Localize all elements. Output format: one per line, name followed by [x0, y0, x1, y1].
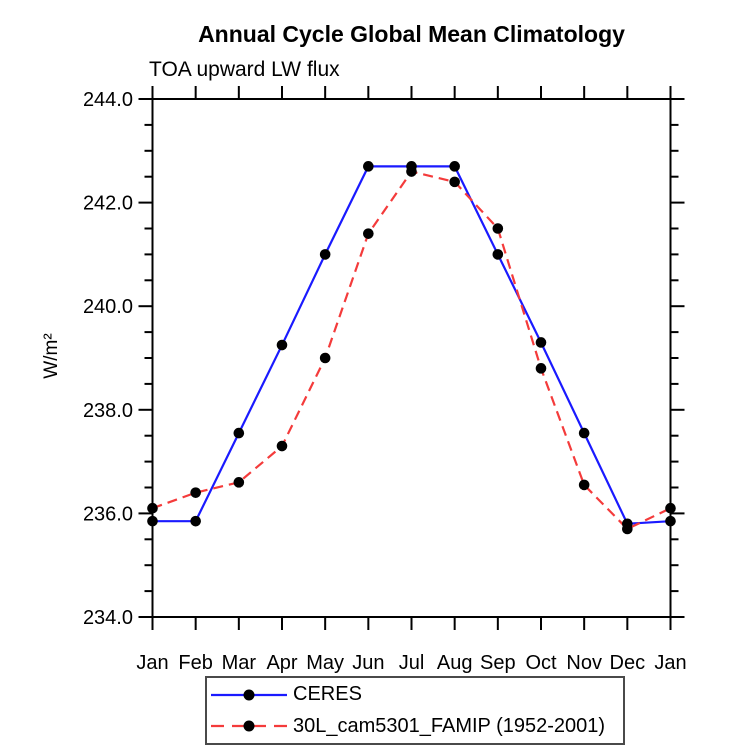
y-tick-label: 234.0 [83, 607, 133, 629]
data-point-marker [578, 479, 590, 491]
data-point-marker [190, 487, 201, 498]
x-tick-label: May [306, 652, 344, 674]
x-tick-label: Mar [222, 652, 257, 674]
x-tick-label: Aug [437, 652, 473, 674]
x-tick-label: Jun [352, 652, 384, 674]
data-point-marker [492, 249, 504, 260]
series-line-0 [152, 165, 671, 525]
x-tick-label: Dec [610, 652, 646, 674]
data-point-marker [492, 223, 504, 234]
data-point-marker [147, 502, 158, 514]
data-point-marker [578, 427, 590, 439]
y-tick-label: 242.0 [83, 193, 133, 215]
x-tick-label: Jan [136, 652, 168, 674]
data-point-marker [449, 176, 460, 188]
data-point-marker [665, 502, 676, 514]
data-point-marker [622, 523, 633, 535]
data-point-marker [319, 249, 331, 260]
y-tick-label: 244.0 [83, 89, 133, 111]
data-point-marker [319, 352, 331, 364]
x-tick-label: Sep [480, 652, 516, 674]
series-line-1 [152, 170, 671, 531]
legend-label-ceres: CERES [293, 683, 362, 706]
data-point-marker [363, 228, 374, 239]
y-tick-label: 238.0 [83, 400, 133, 422]
legend-item-famip: 30L_cam5301_FAMIP (1952-2001) [210, 711, 623, 741]
chart-subtitle: TOA upward LW flux [149, 58, 340, 81]
y-tick-label: 236.0 [83, 503, 133, 525]
x-tick-label: Feb [178, 652, 212, 674]
legend-label-famip: 30L_cam5301_FAMIP (1952-2001) [293, 714, 606, 737]
x-tick-label: Oct [525, 652, 557, 674]
x-tick-label: Jan [654, 652, 686, 674]
data-point-marker [449, 161, 460, 172]
data-point-marker [276, 440, 288, 452]
x-tick-label: Apr [266, 652, 297, 674]
data-point-marker [233, 427, 245, 439]
data-point-marker [190, 515, 201, 527]
data-point-marker [363, 161, 374, 172]
y-tick-label: 240.0 [83, 296, 133, 318]
x-tick-label: Jul [399, 652, 425, 674]
legend-line-sample-dashed [211, 720, 287, 732]
x-tick-label: Nov [566, 652, 602, 674]
legend-item-ceres: CERES [210, 680, 623, 710]
data-point-marker [535, 363, 547, 374]
data-point-marker [147, 515, 158, 527]
data-point-marker [665, 515, 676, 527]
data-point-marker [276, 339, 288, 351]
legend-line-sample-solid [211, 689, 287, 701]
data-point-marker [406, 166, 417, 177]
chart-title: Annual Cycle Global Mean Climatology [198, 21, 625, 47]
legend-box: CERES 30L_cam5301_FAMIP (1952-2001) [205, 676, 625, 745]
data-point-marker [535, 337, 547, 348]
data-point-marker [233, 477, 245, 488]
